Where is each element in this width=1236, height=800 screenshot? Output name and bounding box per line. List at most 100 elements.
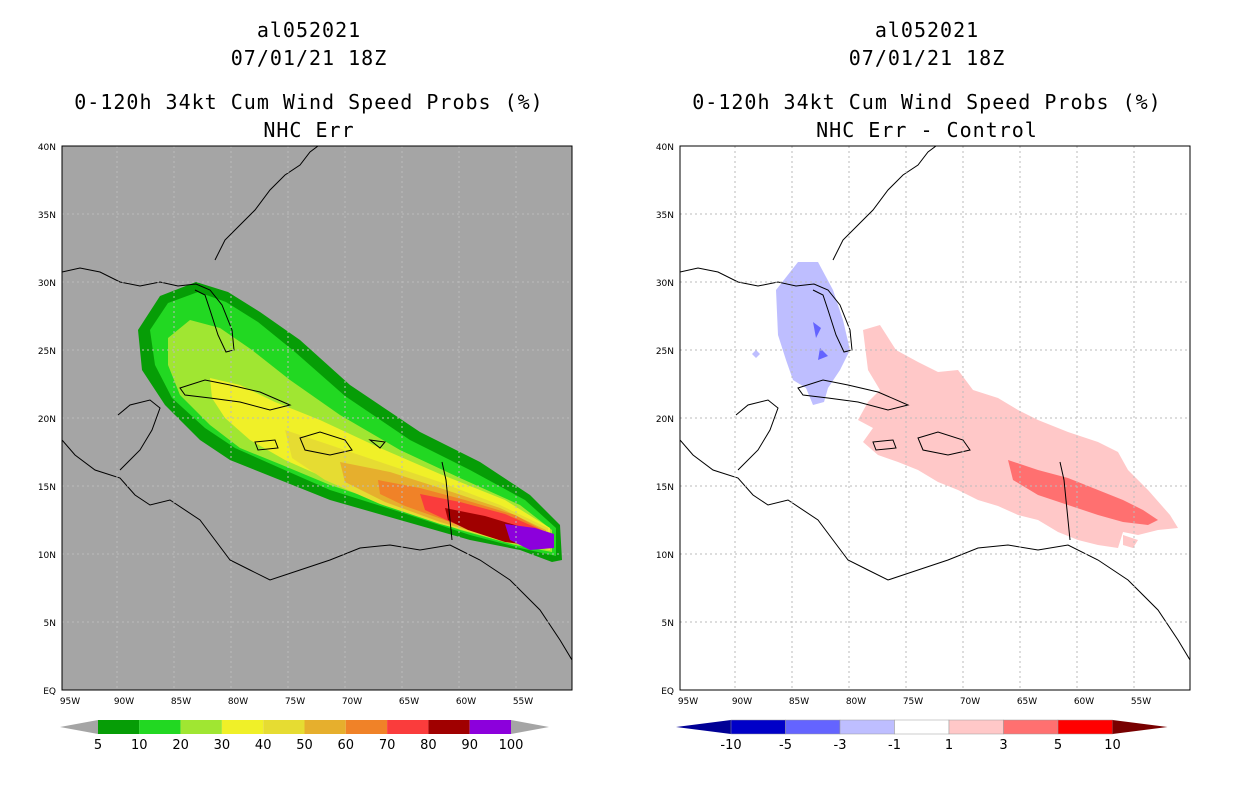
lon-label: 70W — [342, 697, 362, 707]
lon-label: 95W — [60, 697, 80, 707]
lon-label: 80W — [846, 697, 866, 707]
colorbar-box — [428, 720, 470, 734]
diff-neg-small — [752, 350, 760, 358]
right-map: EQ 5N 10N 15N 20N 25N 30N 35N 40N 95W 90… — [656, 143, 1191, 753]
lon-label: 85W — [789, 697, 809, 707]
right-title-time: 07/01/21 18Z — [848, 46, 1006, 70]
lon-label: 60W — [456, 697, 476, 707]
diff-neg-5 — [813, 322, 828, 360]
right-title-product: 0-120h 34kt Cum Wind Speed Probs (%) — [692, 90, 1162, 114]
left-lat-labels: EQ 5N 10N 15N 20N 25N 30N 35N 40N — [38, 143, 56, 697]
right-map-frame — [679, 145, 1191, 691]
right-title-storm: al052021 — [874, 18, 980, 42]
right-title-variant: NHC Err - Control — [816, 118, 1038, 142]
colorbar-label: -10 — [720, 738, 741, 753]
lat-label: 35N — [656, 211, 674, 221]
left-colorbar: 5 10 20 30 40 50 60 70 80 90 100 — [60, 720, 549, 753]
colorbar-box — [304, 720, 346, 734]
colorbar-box — [1003, 719, 1059, 735]
colorbar-box — [221, 720, 264, 734]
left-panel: al052021 07/01/21 18Z 0-120h 34kt Cum Wi… — [38, 18, 573, 753]
lon-label: 55W — [1131, 697, 1151, 707]
lon-label: 85W — [171, 697, 191, 707]
lat-label: 20N — [38, 415, 56, 425]
colorbar-extend-right — [511, 720, 549, 734]
colorbar-box — [345, 720, 388, 734]
colorbar-box — [1057, 719, 1113, 735]
colorbar-label: 80 — [420, 738, 437, 753]
colorbar-box — [839, 719, 895, 735]
colorbar-box — [139, 720, 181, 734]
colorbar-box — [469, 720, 511, 734]
colorbar-box — [894, 719, 950, 735]
colorbar-label: 5 — [94, 738, 102, 753]
left-title-product: 0-120h 34kt Cum Wind Speed Probs (%) — [74, 90, 544, 114]
colorbar-label: 10 — [131, 738, 148, 753]
colorbar-box — [263, 720, 305, 734]
colorbar-label: 70 — [379, 738, 396, 753]
colorbar-extend-left — [676, 720, 731, 734]
lon-label: 65W — [399, 697, 419, 707]
lon-label: 95W — [678, 697, 698, 707]
lat-label: 10N — [38, 551, 56, 561]
lat-label: 25N — [656, 347, 674, 357]
lat-label: 15N — [656, 483, 674, 493]
colorbar-label: -1 — [888, 738, 901, 753]
colorbar-box — [387, 720, 429, 734]
lon-label: 75W — [285, 697, 305, 707]
lat-label: 20N — [656, 415, 674, 425]
lon-label: 65W — [1017, 697, 1037, 707]
left-probability-swath — [138, 282, 562, 562]
colorbar-label: 3 — [999, 738, 1007, 753]
colorbar-extend-right — [1112, 720, 1168, 734]
lon-label: 70W — [960, 697, 980, 707]
lat-label: 30N — [656, 279, 674, 289]
colorbar-label: 50 — [296, 738, 313, 753]
colorbar-box — [98, 720, 140, 734]
lat-label: 5N — [662, 619, 674, 629]
right-grid — [680, 146, 1190, 690]
lat-label: 35N — [38, 211, 56, 221]
diff-neg-3 — [776, 262, 850, 405]
right-coastlines — [680, 146, 1190, 661]
lon-label: 90W — [732, 697, 752, 707]
lon-label: 55W — [513, 697, 533, 707]
colorbar-extend-left — [60, 720, 98, 734]
lat-label: 15N — [38, 483, 56, 493]
colorbar-label: 30 — [214, 738, 231, 753]
colorbar-label: -5 — [779, 738, 792, 753]
right-lon-labels: 95W 90W 85W 80W 75W 70W 65W 60W 55W — [678, 697, 1151, 707]
colorbar-box — [180, 720, 222, 734]
left-grid — [62, 146, 572, 690]
colorbar-label: 40 — [255, 738, 272, 753]
left-title-time: 07/01/21 18Z — [230, 46, 388, 70]
lat-label: 40N — [656, 143, 674, 153]
colorbar-label: 90 — [461, 738, 478, 753]
left-title-storm: al052021 — [256, 18, 362, 42]
lat-label: 40N — [38, 143, 56, 153]
colorbar-box — [785, 719, 841, 735]
lat-label: 5N — [44, 619, 56, 629]
lon-label: 90W — [114, 697, 134, 707]
right-difference-field — [752, 262, 1178, 548]
lat-label: 25N — [38, 347, 56, 357]
lat-label: EQ — [43, 687, 56, 697]
lon-label: 75W — [903, 697, 923, 707]
colorbar-label: 60 — [338, 738, 355, 753]
colorbar-label: -3 — [834, 738, 847, 753]
left-lon-labels: 95W 90W 85W 80W 75W 70W 65W 60W 55W — [60, 697, 533, 707]
lat-label: EQ — [661, 687, 674, 697]
diff-pos-small-1 — [1123, 535, 1138, 548]
colorbar-label: 10 — [1104, 738, 1121, 753]
colorbar-box — [730, 719, 786, 735]
right-panel: al052021 07/01/21 18Z 0-120h 34kt Cum Wi… — [618, 0, 1236, 800]
left-coastlines — [62, 146, 572, 661]
lat-label: 10N — [656, 551, 674, 561]
colorbar-label: 1 — [945, 738, 953, 753]
colorbar-label: 20 — [172, 738, 189, 753]
right-lat-labels: EQ 5N 10N 15N 20N 25N 30N 35N 40N — [656, 143, 674, 697]
lat-label: 30N — [38, 279, 56, 289]
diff-pos-3 — [1008, 460, 1158, 525]
left-title-variant: NHC Err — [263, 118, 355, 142]
colorbar-box — [948, 719, 1004, 735]
